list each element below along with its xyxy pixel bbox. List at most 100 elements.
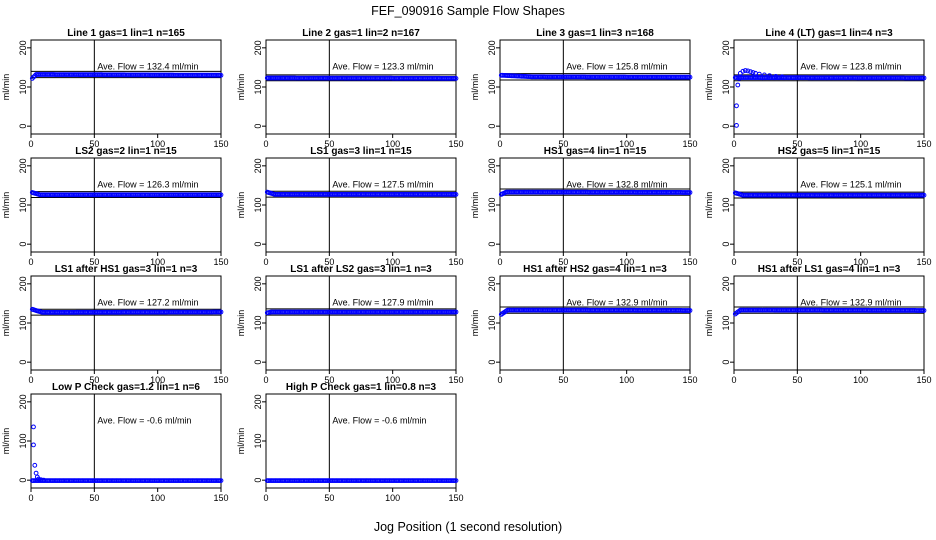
x-tick-label: 150 bbox=[916, 139, 931, 149]
y-tick-label: 100 bbox=[721, 79, 731, 94]
data-point bbox=[218, 309, 224, 315]
y-tick-label: 100 bbox=[487, 315, 497, 330]
panel-title: Line 3 gas=1 lin=3 n=168 bbox=[536, 28, 654, 39]
y-tick-label: 200 bbox=[253, 158, 263, 173]
x-tick-label: 50 bbox=[792, 139, 802, 149]
y-tick-label: 200 bbox=[18, 40, 28, 55]
panel-3: Line 3 gas=1 lin=3 n=168 ml/min 0 50 100 150 0… bbox=[470, 28, 698, 149]
panel-4: Line 4 (LT) gas=1 lin=4 n=3 ml/min 0 50 100 1… bbox=[704, 28, 932, 149]
data-point bbox=[687, 74, 693, 80]
ave-flow-annotation: Ave. Flow = 127.2 ml/min bbox=[97, 297, 198, 307]
panel-14: High P Check gas=1 lin=0.8 n=3 ml/min 0 50 1… bbox=[236, 382, 464, 503]
panel-7: HS1 gas=4 lin=1 n=15 ml/min 0 50 100 150 0 100 2… bbox=[470, 146, 698, 267]
y-tick-label: 100 bbox=[253, 433, 263, 448]
x-tick-label: 0 bbox=[263, 375, 268, 385]
panel-12: HS1 after LS1 gas=4 lin=1 n=3 ml/min 0 50 10… bbox=[704, 264, 932, 385]
x-tick-label: 50 bbox=[324, 375, 334, 385]
y-axis-label: ml/min bbox=[236, 192, 246, 219]
ave-flow-annotation: Ave. Flow = -0.6 ml/min bbox=[97, 415, 191, 425]
ave-flow-annotation: Ave. Flow = 132.9 ml/min bbox=[800, 297, 901, 307]
panel-title: HS1 after LS1 gas=4 lin=1 n=3 bbox=[758, 264, 901, 275]
data-point bbox=[36, 476, 41, 482]
y-tick-label: 0 bbox=[18, 478, 28, 483]
plot-frame bbox=[733, 157, 925, 253]
y-tick-label: 200 bbox=[18, 394, 28, 409]
data-point bbox=[779, 74, 785, 80]
x-tick-label: 150 bbox=[213, 257, 228, 267]
data-point bbox=[453, 76, 459, 81]
x-tick-label: 150 bbox=[213, 139, 228, 149]
data-point bbox=[31, 424, 36, 430]
data-point bbox=[687, 190, 693, 195]
y-tick-label: 100 bbox=[721, 197, 731, 212]
data-point bbox=[687, 308, 693, 313]
y-tick-label: 100 bbox=[18, 79, 28, 94]
y-tick-label: 200 bbox=[253, 276, 263, 291]
data-point bbox=[218, 192, 224, 198]
x-tick-label: 150 bbox=[448, 375, 463, 385]
panel-10: LS1 after LS2 gas=3 lin=1 n=3 ml/min 0 50 10… bbox=[236, 264, 464, 385]
panel-8: HS2 gas=5 lin=1 n=15 ml/min 0 50 100 150 0 100 2… bbox=[704, 146, 932, 267]
y-tick-label: 0 bbox=[721, 360, 731, 365]
plot-frame bbox=[265, 39, 457, 135]
x-tick-label: 150 bbox=[682, 375, 697, 385]
panel-title: Line 2 gas=1 lin=2 n=167 bbox=[302, 28, 420, 39]
x-tick-label: 150 bbox=[448, 493, 463, 503]
x-tick-label: 100 bbox=[150, 493, 165, 503]
plot-frame bbox=[499, 39, 691, 135]
y-tick-label: 0 bbox=[721, 124, 731, 129]
x-tick-label: 150 bbox=[682, 139, 697, 149]
y-tick-label: 200 bbox=[18, 158, 28, 173]
figure-title: FEF_090916 Sample Flow Shapes bbox=[371, 4, 565, 18]
x-tick-label: 0 bbox=[28, 493, 33, 503]
plot-frame bbox=[733, 39, 925, 135]
y-tick-label: 100 bbox=[18, 315, 28, 330]
y-axis-label: ml/min bbox=[704, 310, 714, 337]
panel-title: LS1 after LS2 gas=3 lin=1 n=3 bbox=[290, 264, 432, 275]
y-tick-label: 100 bbox=[253, 315, 263, 330]
ave-flow-annotation: Ave. Flow = 126.3 ml/min bbox=[97, 179, 198, 189]
x-tick-label: 100 bbox=[385, 139, 400, 149]
ave-flow-annotation: Ave. Flow = 132.4 ml/min bbox=[97, 61, 198, 71]
x-tick-label: 50 bbox=[792, 375, 802, 385]
x-tick-label: 150 bbox=[213, 493, 228, 503]
y-axis-label: ml/min bbox=[1, 428, 11, 455]
panel-title: LS1 after HS1 gas=3 lin=1 n=3 bbox=[55, 264, 198, 275]
x-tick-label: 100 bbox=[150, 375, 165, 385]
panel-title: HS2 gas=5 lin=1 n=15 bbox=[778, 146, 881, 157]
panel-title: High P Check gas=1 lin=0.8 n=3 bbox=[286, 382, 437, 393]
panel-11: HS1 after HS2 gas=4 lin=1 n=3 ml/min 0 50 10… bbox=[470, 264, 698, 385]
x-tick-label: 0 bbox=[497, 375, 502, 385]
x-tick-label: 150 bbox=[916, 257, 931, 267]
x-tick-label: 50 bbox=[89, 375, 99, 385]
ave-flow-annotation: Ave. Flow = -0.6 ml/min bbox=[332, 415, 426, 425]
x-tick-label: 50 bbox=[558, 375, 568, 385]
x-tick-label: 100 bbox=[619, 375, 634, 385]
data-point bbox=[734, 123, 739, 128]
x-tick-label: 100 bbox=[853, 139, 868, 149]
x-tick-label: 0 bbox=[263, 257, 268, 267]
x-tick-label: 0 bbox=[731, 257, 736, 267]
y-tick-label: 200 bbox=[487, 276, 497, 291]
y-tick-label: 0 bbox=[253, 360, 263, 365]
plot-frame bbox=[265, 393, 457, 489]
panel-title: LS2 gas=2 lin=1 n=15 bbox=[75, 146, 177, 157]
y-tick-label: 200 bbox=[487, 158, 497, 173]
y-tick-label: 200 bbox=[487, 40, 497, 55]
x-tick-label: 100 bbox=[385, 375, 400, 385]
data-point bbox=[33, 470, 39, 476]
data-point bbox=[453, 309, 459, 315]
data-point bbox=[762, 72, 767, 78]
plot-frame bbox=[30, 39, 222, 135]
ave-flow-annotation: Ave. Flow = 132.9 ml/min bbox=[566, 297, 667, 307]
plot-frame bbox=[265, 157, 457, 253]
panels: Line 1 gas=1 lin=1 n=165 ml/min 0 50 100 150 0… bbox=[1, 28, 932, 503]
data-point bbox=[31, 442, 36, 448]
x-tick-label: 100 bbox=[619, 139, 634, 149]
data-point bbox=[750, 70, 756, 75]
data-point bbox=[38, 477, 44, 483]
y-tick-label: 200 bbox=[253, 394, 263, 409]
y-tick-label: 0 bbox=[487, 124, 497, 129]
ave-flow-annotation: Ave. Flow = 127.9 ml/min bbox=[332, 297, 433, 307]
x-tick-label: 150 bbox=[213, 375, 228, 385]
